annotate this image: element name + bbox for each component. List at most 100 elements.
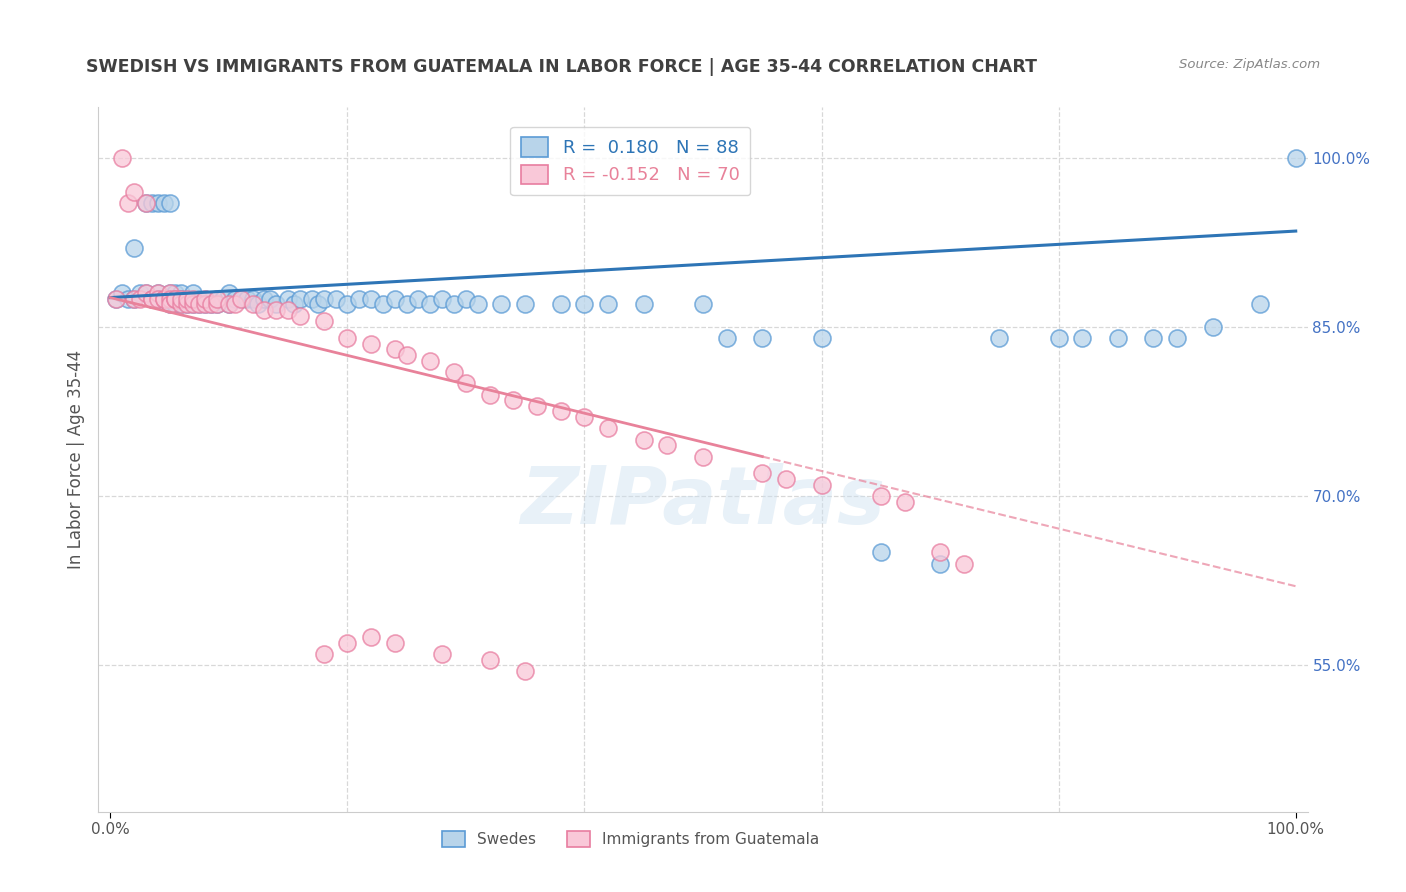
Point bbox=[194, 292, 217, 306]
Point bbox=[194, 292, 217, 306]
Point bbox=[152, 292, 174, 306]
Point bbox=[751, 467, 773, 481]
Point bbox=[283, 297, 305, 311]
Point bbox=[205, 292, 228, 306]
Point bbox=[224, 297, 246, 311]
Point bbox=[325, 292, 347, 306]
Point bbox=[141, 292, 163, 306]
Point bbox=[893, 494, 915, 508]
Text: Source: ZipAtlas.com: Source: ZipAtlas.com bbox=[1178, 58, 1320, 70]
Point bbox=[146, 292, 169, 306]
Point bbox=[218, 297, 240, 311]
Point bbox=[312, 292, 335, 306]
Point bbox=[347, 292, 370, 306]
Point bbox=[277, 292, 299, 306]
Point bbox=[264, 303, 287, 318]
Point bbox=[515, 664, 537, 678]
Point bbox=[146, 286, 169, 301]
Point bbox=[159, 292, 181, 306]
Point bbox=[312, 647, 335, 661]
Point bbox=[550, 297, 572, 311]
Point bbox=[229, 292, 252, 306]
Point bbox=[952, 557, 974, 571]
Point bbox=[633, 297, 655, 311]
Point bbox=[810, 477, 832, 491]
Point bbox=[170, 292, 193, 306]
Point bbox=[360, 630, 382, 644]
Point bbox=[869, 489, 891, 503]
Point bbox=[307, 297, 329, 311]
Point bbox=[502, 393, 524, 408]
Point bbox=[181, 292, 204, 306]
Point bbox=[117, 195, 139, 210]
Text: SWEDISH VS IMMIGRANTS FROM GUATEMALA IN LABOR FORCE | AGE 35-44 CORRELATION CHAR: SWEDISH VS IMMIGRANTS FROM GUATEMALA IN … bbox=[86, 58, 1038, 76]
Point bbox=[159, 297, 181, 311]
Point bbox=[1249, 297, 1271, 311]
Point bbox=[152, 292, 174, 306]
Point bbox=[288, 292, 311, 306]
Text: ZIPatlas: ZIPatlas bbox=[520, 463, 886, 541]
Point bbox=[384, 343, 406, 357]
Point bbox=[181, 297, 204, 311]
Point bbox=[122, 241, 145, 255]
Point bbox=[1107, 331, 1129, 345]
Point bbox=[478, 387, 501, 401]
Point bbox=[1202, 319, 1225, 334]
Point bbox=[775, 472, 797, 486]
Point bbox=[181, 297, 204, 311]
Point bbox=[205, 292, 228, 306]
Point bbox=[152, 195, 174, 210]
Point bbox=[229, 292, 252, 306]
Point bbox=[574, 297, 596, 311]
Point bbox=[454, 376, 477, 391]
Point bbox=[301, 292, 323, 306]
Point bbox=[135, 286, 157, 301]
Point bbox=[253, 303, 276, 318]
Point bbox=[491, 297, 513, 311]
Point bbox=[165, 286, 187, 301]
Point bbox=[224, 292, 246, 306]
Point bbox=[194, 297, 217, 311]
Y-axis label: In Labor Force | Age 35-44: In Labor Force | Age 35-44 bbox=[66, 350, 84, 569]
Point bbox=[242, 297, 264, 311]
Point bbox=[657, 438, 679, 452]
Point bbox=[159, 286, 181, 301]
Point bbox=[159, 195, 181, 210]
Point bbox=[165, 292, 187, 306]
Point bbox=[259, 292, 281, 306]
Point bbox=[129, 292, 152, 306]
Point bbox=[395, 348, 418, 362]
Point bbox=[443, 297, 465, 311]
Point bbox=[443, 365, 465, 379]
Point bbox=[117, 292, 139, 306]
Point bbox=[810, 331, 832, 345]
Point bbox=[111, 286, 134, 301]
Point bbox=[170, 297, 193, 311]
Point bbox=[105, 292, 128, 306]
Point bbox=[141, 292, 163, 306]
Point bbox=[526, 399, 548, 413]
Point bbox=[200, 297, 222, 311]
Point bbox=[574, 410, 596, 425]
Point bbox=[384, 635, 406, 649]
Point bbox=[1285, 151, 1308, 165]
Point bbox=[165, 297, 187, 311]
Point bbox=[122, 292, 145, 306]
Point bbox=[598, 297, 620, 311]
Point bbox=[988, 331, 1011, 345]
Point bbox=[200, 297, 222, 311]
Point bbox=[159, 292, 181, 306]
Point bbox=[633, 433, 655, 447]
Point bbox=[176, 292, 198, 306]
Point bbox=[122, 185, 145, 199]
Point bbox=[218, 286, 240, 301]
Point bbox=[751, 331, 773, 345]
Point bbox=[454, 292, 477, 306]
Point bbox=[419, 297, 441, 311]
Point bbox=[170, 297, 193, 311]
Point bbox=[146, 292, 169, 306]
Point bbox=[360, 292, 382, 306]
Point bbox=[716, 331, 738, 345]
Point bbox=[170, 286, 193, 301]
Point bbox=[181, 292, 204, 306]
